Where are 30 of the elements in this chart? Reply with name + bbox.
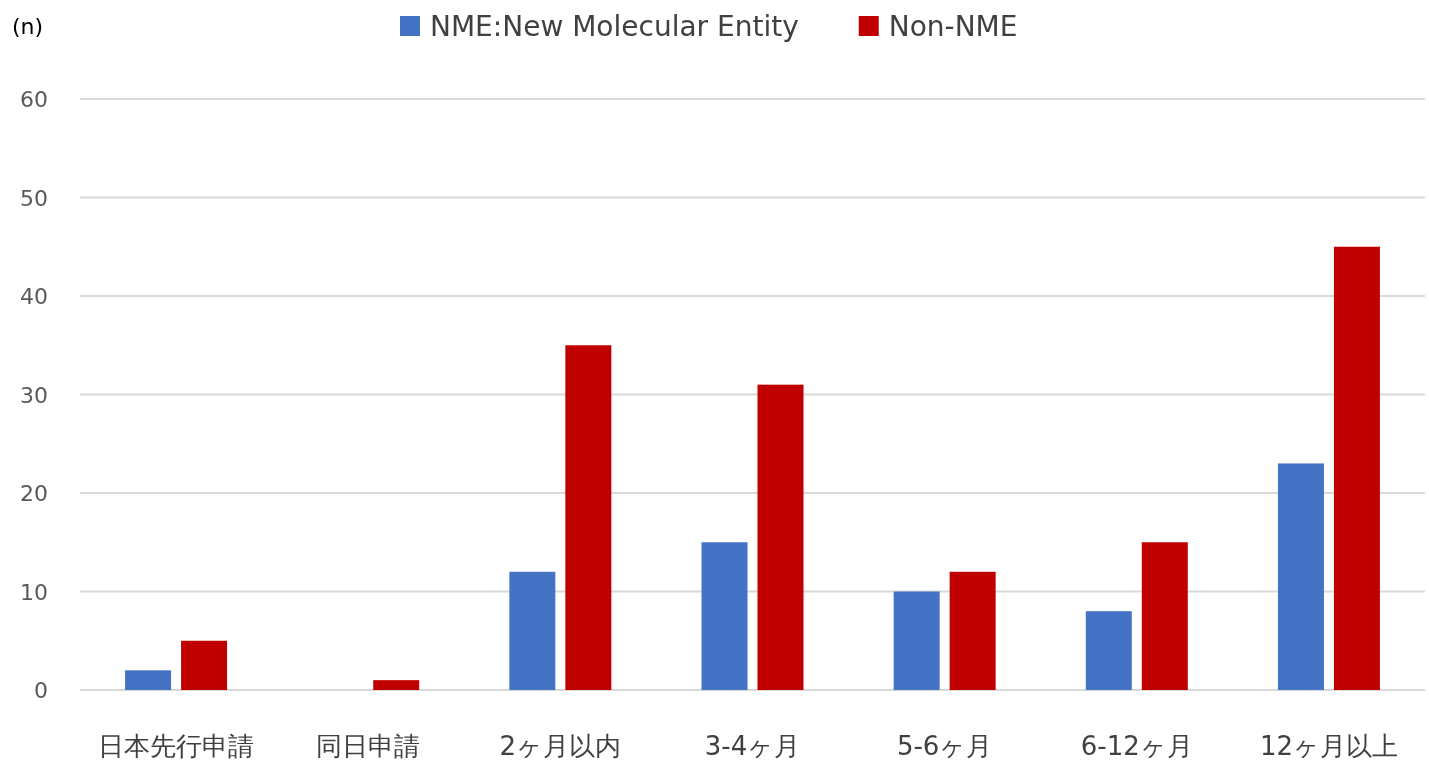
bar: [125, 670, 172, 690]
legend-label: Non-NME: [888, 10, 1018, 43]
bar: [893, 591, 940, 690]
bar: [1333, 246, 1380, 690]
bar: [181, 640, 228, 690]
bar: [509, 571, 556, 690]
y-tick-label: 40: [20, 284, 48, 309]
y-tick-label: 50: [20, 185, 48, 211]
x-tick-label: 2ヶ月以内: [499, 731, 622, 761]
bar: [1141, 542, 1188, 690]
bar: [757, 384, 804, 690]
legend-label: NME:New Molecular Entity: [430, 10, 799, 43]
x-tick-label: 同日申請: [316, 731, 421, 761]
x-tick-label: 6-12ヶ月: [1080, 731, 1193, 761]
x-tick-label: 5-6ヶ月: [896, 731, 993, 761]
y-tick-label: 0: [34, 678, 48, 703]
bar: [949, 571, 996, 690]
y-tick-label: 30: [20, 382, 48, 408]
y-tick-label: 60: [20, 87, 48, 112]
bar: [373, 680, 420, 690]
y-tick-label: 20: [20, 481, 48, 506]
bar: [1277, 463, 1324, 690]
x-tick-label: 12ヶ月以上: [1259, 731, 1398, 761]
bar: [1085, 611, 1132, 690]
x-tick-label: 3-4ヶ月: [704, 731, 801, 761]
y-tick-label: 10: [20, 579, 48, 605]
x-tick-label: 日本先行申請: [98, 731, 255, 761]
bar: [565, 345, 612, 690]
y-axis-title: (n): [12, 14, 44, 39]
bar: [701, 542, 748, 690]
